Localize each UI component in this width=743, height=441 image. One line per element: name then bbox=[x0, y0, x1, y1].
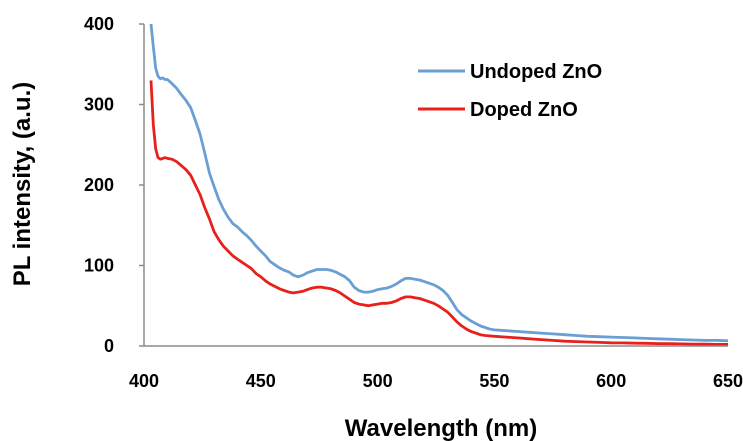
legend-label-0: Undoped ZnO bbox=[470, 61, 602, 83]
legend: Undoped ZnO Doped ZnO bbox=[418, 61, 602, 121]
x-tick-label: 400 bbox=[129, 371, 159, 391]
x-tick-label: 600 bbox=[596, 371, 626, 391]
y-tick-label: 400 bbox=[84, 14, 114, 34]
x-ticks: 400 450 500 550 600 650 bbox=[129, 371, 743, 391]
series-line-1 bbox=[149, 80, 728, 346]
y-tick-label: 0 bbox=[104, 336, 114, 356]
x-tick-label: 500 bbox=[363, 371, 393, 391]
series-line-0 bbox=[149, 23, 729, 343]
x-axis-title: Wavelength (nm) bbox=[345, 415, 537, 441]
y-tick-label: 300 bbox=[84, 95, 114, 115]
x-tick-label: 450 bbox=[246, 371, 276, 391]
legend-label-1: Doped ZnO bbox=[470, 99, 578, 121]
y-axis-title: PL intensity, (a.u.) bbox=[9, 82, 36, 286]
y-ticks: 0 100 200 300 400 bbox=[84, 14, 144, 356]
x-tick-label: 550 bbox=[479, 371, 509, 391]
y-tick-label: 200 bbox=[84, 175, 114, 195]
y-tick-label: 100 bbox=[84, 256, 114, 276]
plot-lines bbox=[149, 23, 729, 346]
x-tick-label: 650 bbox=[713, 371, 743, 391]
